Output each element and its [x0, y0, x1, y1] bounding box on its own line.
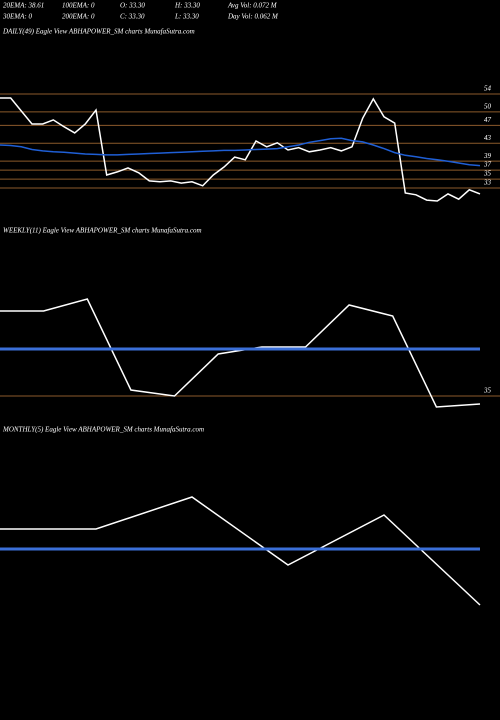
- panel-title: MONTHLY(5) Eagle View ABHAPOWER_SM chart…: [2, 426, 204, 434]
- stat: L: 33.30: [174, 13, 199, 21]
- price-line: [0, 496, 481, 606]
- stat: Day Vol: 0.062 M: [227, 13, 279, 21]
- average-line: [0, 137, 481, 167]
- y-tick-label: 54: [484, 85, 492, 93]
- y-tick-label: 35: [483, 170, 492, 178]
- y-tick-label: 35: [483, 387, 492, 395]
- stat: 200EMA: 0: [62, 13, 95, 21]
- header: 20EMA: 38.61 100EMA: 0 O: 33.30 H: 33.30…: [2, 2, 279, 21]
- y-tick-label: 43: [484, 134, 492, 142]
- stat: 30EMA: 0: [2, 13, 32, 21]
- stat: Avg Vol: 0.072 M: [227, 2, 278, 10]
- stat: O: 33.30: [120, 2, 145, 10]
- stat: 100EMA: 0: [62, 2, 95, 10]
- y-tick-label: 37: [483, 161, 492, 169]
- y-tick-label: 47: [484, 116, 492, 124]
- stat: C: 33.30: [120, 13, 145, 21]
- y-tick-label: 50: [484, 102, 492, 110]
- y-tick-label: 33: [483, 179, 492, 187]
- stat: H: 33.30: [174, 2, 200, 10]
- panel-title: DAILY(49) Eagle View ABHAPOWER_SM charts…: [2, 28, 195, 36]
- price-line: [0, 298, 481, 408]
- y-tick-label: 39: [483, 152, 492, 160]
- stat: 20EMA: 38.61: [3, 2, 44, 10]
- panel-title: WEEKLY(11) Eagle View ABHAPOWER_SM chart…: [3, 227, 202, 235]
- price-line: [0, 97, 481, 202]
